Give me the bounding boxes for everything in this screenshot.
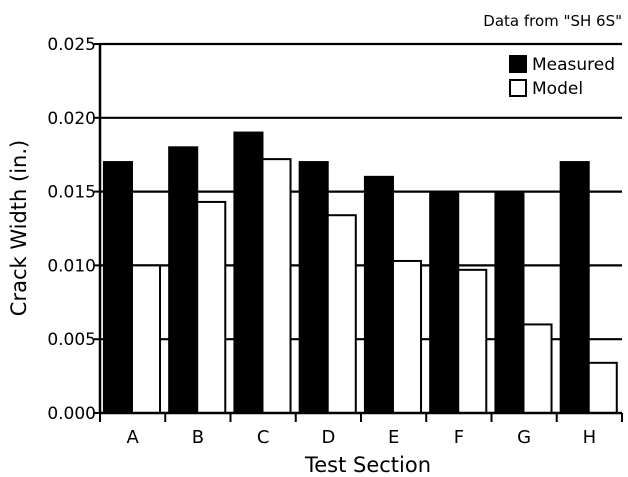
y-tick-labels: 0.000 0.005 0.010 0.015 0.020 0.025 (47, 35, 96, 424)
y-tick-label: 0.010 (47, 256, 96, 276)
axes (94, 43, 623, 422)
measured-bar (298, 161, 329, 414)
x-axis-title: Test Section (304, 453, 431, 477)
x-tick-labels: A B C D E F G H (126, 427, 596, 448)
x-tick-label: G (517, 427, 531, 448)
y-tick-label: 0.025 (47, 35, 96, 55)
model-bar (326, 214, 357, 414)
x-tick-label: C (257, 427, 270, 448)
model-bar (522, 323, 553, 414)
model-bar (457, 268, 488, 414)
legend: Measured Model (509, 55, 615, 99)
model-bar (130, 264, 162, 414)
x-tick-label: E (388, 427, 399, 448)
y-axis-title: Crack Width (in.) (7, 140, 31, 316)
measured-bar (363, 175, 394, 414)
y-tick-label: 0.020 (47, 109, 96, 129)
x-tick-label: A (126, 427, 139, 448)
x-tick-label: H (583, 427, 597, 448)
model-bar (587, 361, 618, 415)
legend-label-measured: Measured (532, 55, 615, 75)
x-tick-label: F (454, 427, 464, 448)
measured-bar (233, 131, 264, 414)
measured-bar (559, 161, 590, 414)
measured-bar (494, 190, 525, 414)
y-tick-label: 0.000 (47, 404, 96, 424)
measured-bar (168, 146, 199, 414)
measured-bar (102, 161, 133, 414)
measured-bar (429, 190, 460, 414)
model-bar (391, 259, 423, 414)
y-tick-label: 0.005 (47, 330, 96, 350)
bars (102, 131, 618, 415)
model-bar (196, 200, 227, 414)
x-tick-label: D (321, 427, 335, 448)
x-tick-label: B (192, 427, 204, 448)
model-bar (261, 158, 292, 414)
data-source-annotation: Data from "SH 6S" (483, 12, 622, 30)
y-tick-label: 0.015 (47, 183, 96, 203)
legend-label-model: Model (532, 79, 583, 99)
legend-swatch-measured (509, 55, 527, 73)
legend-swatch-model (509, 79, 527, 97)
